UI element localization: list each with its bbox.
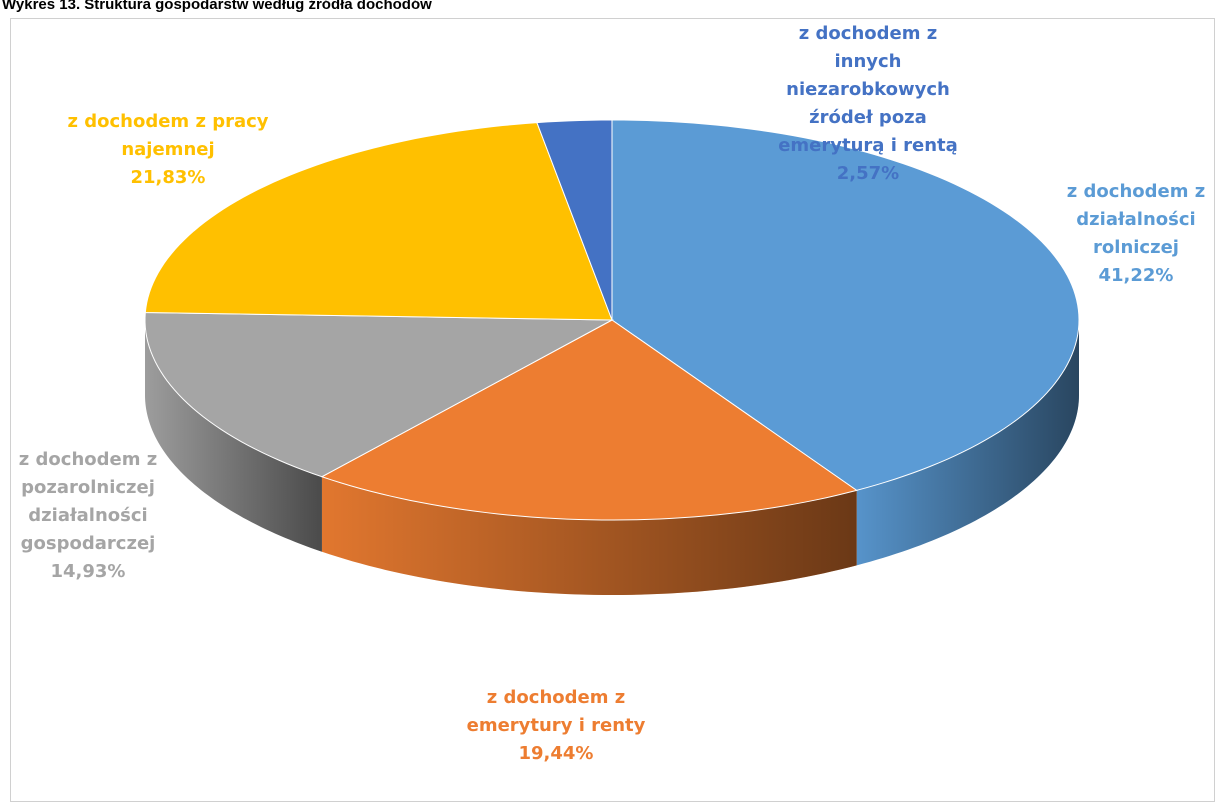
slice bbox=[320, 319, 858, 521]
label-value: 19,44% bbox=[518, 743, 594, 764]
label-category: z dochodem z innych niezarobkowych źróde… bbox=[778, 23, 958, 156]
data-label: z dochodem z emerytury i renty 19,44% bbox=[456, 684, 656, 768]
slice-side-shade bbox=[321, 476, 857, 595]
data-label: z dochodem z działalności rolniczej 41,22… bbox=[1056, 178, 1216, 290]
chart-title: Wykres 13. Struktura gospodarstw według … bbox=[2, 0, 432, 13]
slice-side-shade bbox=[145, 320, 322, 552]
slice bbox=[144, 122, 613, 321]
label-value: 14,93% bbox=[50, 561, 126, 582]
data-label: z dochodem z innych niezarobkowych źróde… bbox=[768, 20, 968, 188]
label-value: 2,57% bbox=[836, 163, 900, 184]
label-category: z dochodem z pracy najemnej bbox=[67, 111, 269, 160]
slice bbox=[611, 119, 1080, 491]
slice-side-shade bbox=[856, 320, 1079, 566]
data-label: z dochodem z pozarolniczej działalności … bbox=[8, 446, 168, 586]
label-category: z dochodem z pozarolniczej działalności … bbox=[18, 449, 158, 554]
label-value: 21,83% bbox=[130, 167, 206, 188]
slice bbox=[536, 119, 613, 321]
label-category: z dochodem z emerytury i renty bbox=[466, 687, 646, 736]
slice bbox=[144, 311, 614, 478]
data-label: z dochodem z pracy najemnej 21,83% bbox=[48, 108, 288, 192]
label-value: 41,22% bbox=[1098, 265, 1174, 286]
chart-frame bbox=[10, 18, 1215, 802]
label-category: z dochodem z działalności rolniczej bbox=[1066, 181, 1206, 258]
